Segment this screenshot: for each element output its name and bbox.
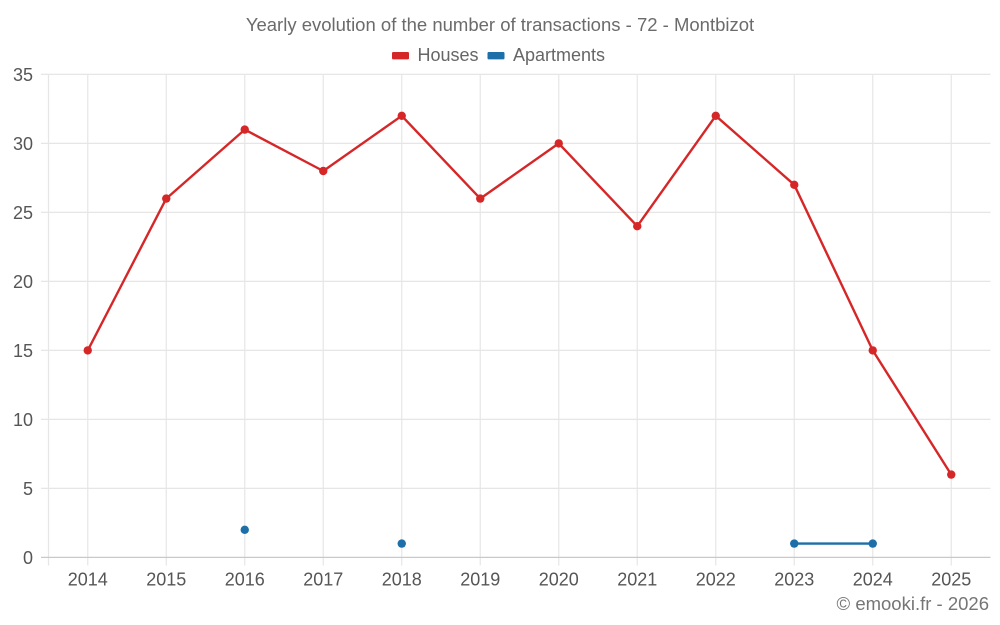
svg-text:2014: 2014 — [68, 570, 108, 590]
svg-text:2015: 2015 — [146, 570, 186, 590]
svg-text:2023: 2023 — [774, 570, 814, 590]
svg-text:© emooki.fr - 2026: © emooki.fr - 2026 — [837, 593, 989, 614]
svg-text:Yearly evolution of the number: Yearly evolution of the number of transa… — [246, 14, 754, 35]
svg-text:10: 10 — [13, 410, 33, 430]
svg-text:2020: 2020 — [539, 570, 579, 590]
svg-text:35: 35 — [13, 65, 33, 85]
svg-text:0: 0 — [23, 548, 33, 568]
svg-text:2024: 2024 — [853, 570, 893, 590]
svg-text:25: 25 — [13, 203, 33, 223]
svg-text:2022: 2022 — [696, 570, 736, 590]
svg-text:15: 15 — [13, 341, 33, 361]
svg-text:5: 5 — [23, 479, 33, 499]
svg-text:2016: 2016 — [225, 570, 265, 590]
svg-text:2025: 2025 — [931, 570, 971, 590]
svg-text:2018: 2018 — [382, 570, 422, 590]
svg-text:2019: 2019 — [460, 570, 500, 590]
svg-text:20: 20 — [13, 272, 33, 292]
svg-text:2017: 2017 — [303, 570, 343, 590]
svg-text:2021: 2021 — [617, 570, 657, 590]
svg-text:30: 30 — [13, 134, 33, 154]
svg-text:Apartments: Apartments — [513, 45, 605, 65]
svg-text:Houses: Houses — [418, 45, 479, 65]
